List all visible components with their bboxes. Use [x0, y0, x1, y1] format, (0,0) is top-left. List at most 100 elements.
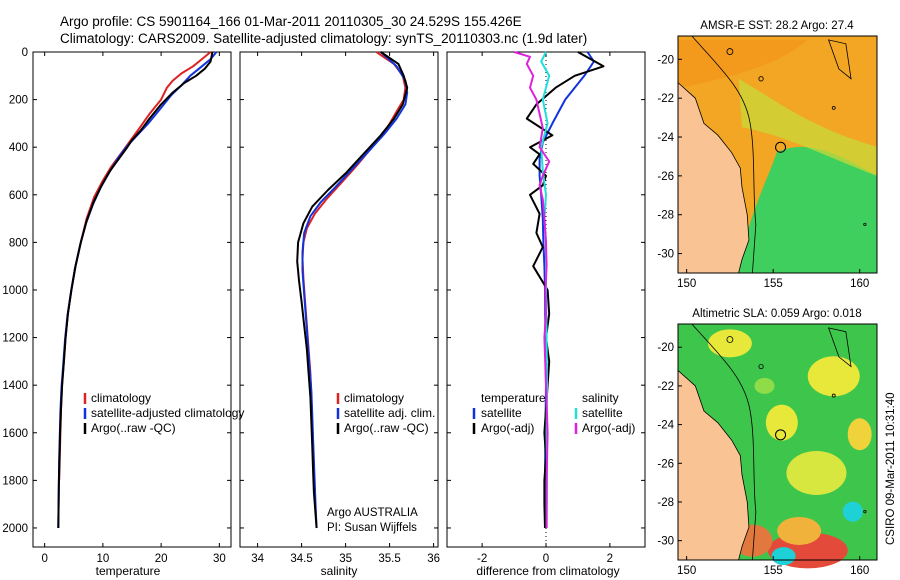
sst-map-frame	[677, 35, 878, 274]
sla-anomaly-blob	[786, 450, 847, 495]
difference-legend: temperature satellite Argo(-adj) salinit…	[472, 391, 635, 435]
legend-sal-satellite-label: satellite	[582, 406, 623, 420]
sst-map-title: AMSR-E SST: 28.2 Argo: 27.4	[700, 20, 854, 32]
sst-map-lat-tick-label: -22	[657, 93, 674, 105]
salinity-series-argo	[296, 51, 409, 529]
reef-contour	[827, 327, 852, 368]
depth-tick-label: 1200	[2, 333, 28, 345]
sla-anomaly-blob	[847, 418, 872, 451]
depth-tick-label: 1400	[2, 380, 28, 392]
sla-map-lat-tick-label: -22	[657, 381, 674, 393]
legend-satellite-label: satellite adj. clim.	[344, 406, 435, 420]
temperature-panel: temperature 0 10 20 30 0 200 400 600 800 1000 1200…	[2, 47, 232, 578]
legend-climatology-label: climatology	[91, 391, 151, 405]
salinity-axes-frame	[239, 51, 439, 548]
argo-profile-marker	[775, 429, 787, 441]
island-contour	[758, 363, 764, 370]
temperature-xtick-label: 30	[213, 553, 226, 565]
sst-map-lat-tick-label: -20	[657, 54, 674, 66]
sla-map-lat-tick-label: -20	[657, 342, 674, 354]
difference-panel: difference from climatology -2 0 2	[446, 51, 646, 578]
difference-xtick-label: -2	[477, 553, 487, 565]
sla-anomaly-blob	[777, 516, 822, 545]
timestamp-label: CSIRO 09-Mar-2011 10:31:40	[885, 392, 897, 545]
legend-temp-satellite-label: satellite	[481, 406, 522, 420]
sla-map-lon-tick-label: 155	[764, 565, 783, 577]
island-contour	[758, 76, 764, 82]
difference-series-temperature-argo	[525, 51, 605, 529]
pi-label: PI: Susan Wijffels	[327, 522, 417, 534]
legend-satellite-label: satellite-adjusted climatology	[91, 406, 244, 420]
depth-tick-label: 600	[9, 190, 28, 202]
legend-temperature-heading: temperature	[481, 391, 546, 405]
sla-anomaly-blob	[765, 404, 798, 441]
sst-map-lon-tick-label: 150	[677, 278, 696, 290]
sla-map-lat-tick-label: -30	[657, 536, 674, 548]
sla-map-frame	[677, 323, 878, 561]
temperature-xtick-label: 0	[41, 553, 47, 565]
island-contour	[726, 336, 734, 343]
reef-contour	[827, 39, 852, 80]
temperature-series-satellite	[57, 51, 218, 529]
salinity-series-satellite	[301, 51, 409, 529]
legend-salinity-heading: salinity	[582, 391, 619, 405]
sla-map-lat-tick-label: -24	[657, 420, 674, 432]
salinity-xlabel: salinity	[321, 564, 358, 578]
sst-map-lat-tick-label: -26	[657, 171, 674, 183]
sla-anomaly-blob	[754, 377, 775, 394]
sla-cyan-patch	[771, 547, 796, 566]
depth-tick-label: 400	[9, 142, 28, 154]
sla-map-title: Altimetric SLA: 0.059 Argo: 0.018	[692, 308, 861, 320]
sla-map-lon-tick-label: 150	[677, 565, 696, 577]
salinity-xtick-label: 34	[251, 553, 264, 565]
sla-map-lon-tick-label: 160	[850, 565, 869, 577]
island-contour	[863, 222, 867, 227]
sst-warm-region	[678, 39, 808, 89]
temperature-axes-frame	[32, 51, 232, 548]
legend-temp-argo-label: Argo(-adj)	[481, 421, 534, 435]
sla-map-lat-tick-label: -26	[657, 458, 674, 470]
header-line-2: Climatology: CARS2009. Satellite-adjuste…	[60, 31, 587, 46]
salinity-xtick-label: 35.5	[378, 553, 400, 565]
shelf-contour	[691, 35, 757, 274]
salinity-legend: climatology satellite adj. clim. Argo(..…	[336, 391, 435, 435]
legend-argo-label: Argo(..raw -QC)	[91, 421, 176, 435]
sst-map-lon-tick-label: 155	[764, 278, 783, 290]
depth-tick-label: 2000	[2, 523, 28, 535]
depth-tick-label: 800	[9, 237, 28, 249]
depth-tick-label: 1800	[2, 475, 28, 487]
temperature-xtick-label: 10	[96, 553, 109, 565]
legend-sal-argo-label: Argo(-adj)	[582, 421, 635, 435]
salinity-panel: salinity Argo AUSTRALIA PI: Susan Wijffe…	[239, 51, 440, 578]
salinity-xtick-label: 36	[427, 553, 440, 565]
temperature-legend: climatology satellite-adjusted climatolo…	[83, 391, 244, 435]
difference-xtick-label: 0	[543, 553, 549, 565]
depth-tick-label: 200	[9, 95, 28, 107]
sla-anomaly-blob	[842, 501, 863, 522]
island-contour	[831, 393, 836, 398]
island-contour	[863, 510, 867, 514]
shelf-contour	[691, 323, 757, 561]
header-line-1: Argo profile: CS 5901164_166 01-Mar-2011…	[60, 14, 522, 29]
depth-tick-label: 0	[22, 47, 28, 59]
sst-map-lon-tick-label: 160	[850, 278, 869, 290]
depth-tick-label: 1000	[2, 285, 28, 297]
salinity-xtick-label: 34.5	[290, 553, 312, 565]
difference-series-salinity-argo	[513, 51, 551, 528]
sst-map-lat-tick-label: -24	[657, 132, 674, 144]
difference-xtick-label: 2	[607, 553, 613, 565]
salinity-xtick-label: 35	[339, 553, 352, 565]
sst-map: AMSR-E SST: 28.2 Argo: 27.4 150 155 160 -20…	[657, 20, 878, 290]
sla-anomaly-blob	[807, 356, 860, 397]
legend-argo-label: Argo(..raw -QC)	[344, 421, 429, 435]
difference-xlabel: difference from climatology	[476, 564, 619, 578]
argo-profile-marker	[775, 141, 787, 153]
sla-anomaly-blob	[707, 329, 752, 358]
island-contour	[831, 105, 836, 110]
temperature-xlabel: temperature	[96, 564, 161, 578]
sst-mixed-band	[738, 78, 877, 176]
island-contour	[726, 48, 734, 55]
sla-map: Altimetric SLA: 0.059 Argo: 0.018 150 155…	[657, 308, 878, 577]
temperature-xtick-label: 20	[155, 553, 168, 565]
sst-map-lat-tick-label: -30	[657, 249, 674, 261]
